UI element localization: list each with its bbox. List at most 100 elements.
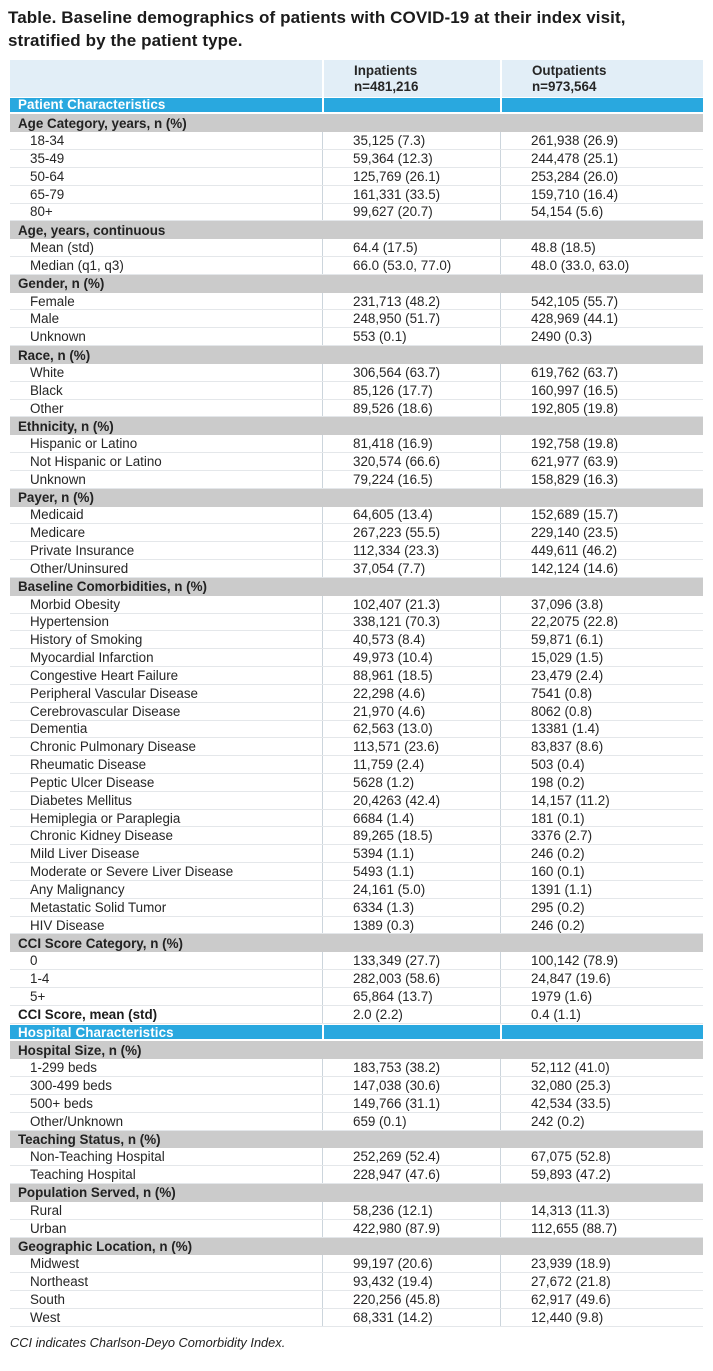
table-row: 300-499 beds 147,038 (30.6) 32,080 (25.3) xyxy=(10,1077,703,1095)
inpatients-value: 58,236 (12.1) xyxy=(322,1201,500,1219)
row-label: Other/Unknown xyxy=(30,1113,124,1129)
subsection-header-row: Teaching Status, n (%) xyxy=(10,1130,703,1149)
table-row: Diabetes Mellitus 20,4263 (42.4) 14,157 (1… xyxy=(10,791,703,810)
inpatients-value: 24,161 (5.0) xyxy=(322,880,500,898)
section-header-row: Patient Characteristics xyxy=(10,96,703,115)
table-row: Female 231,713 (48.2) 542,105 (55.7) xyxy=(10,292,703,311)
column-header-outpatients: Outpatients n=973,564 xyxy=(500,59,703,97)
subsection-header-row: Geographic Location, n (%) xyxy=(10,1237,703,1256)
outpatients-value: 295 (0.2) xyxy=(500,898,703,916)
table-row: 500+ beds 149,766 (31.1) 42,534 (33.5) xyxy=(10,1094,703,1113)
row-label: Hospital Characteristics xyxy=(18,1024,174,1040)
row-label: 1-4 xyxy=(30,971,50,987)
inpatients-value: 422,980 (87.9) xyxy=(322,1219,500,1237)
row-label: Baseline Comorbidities, n (%) xyxy=(18,579,207,595)
table-row: Dementia 62,563 (13.0) 13381 (1.4) xyxy=(10,720,703,739)
inpatients-value: 228,947 (47.6) xyxy=(322,1166,500,1184)
section-header-row: Hospital Characteristics xyxy=(10,1023,703,1042)
subsection-header-row: Ethnicity, n (%) xyxy=(10,417,703,436)
outpatients-value: 192,758 (19.8) xyxy=(500,435,703,453)
inpatients-n: n=481,216 xyxy=(354,78,419,94)
inpatients-value: 99,197 (20.6) xyxy=(322,1255,500,1273)
row-label: Population Served, n (%) xyxy=(18,1185,176,1201)
inpatients-value: 102,407 (21.3) xyxy=(322,595,500,613)
outpatients-value: 253,284 (26.0) xyxy=(500,167,703,185)
subsection-header-row: Race, n (%) xyxy=(10,346,703,364)
inpatients-value: 89,265 (18.5) xyxy=(322,827,500,845)
outpatients-label: Outpatients xyxy=(532,62,607,78)
row-label: Not Hispanic or Latino xyxy=(30,454,162,469)
row-label: Diabetes Mellitus xyxy=(30,792,132,808)
row-label: Age, years, continuous xyxy=(18,222,166,238)
row-label: Non-Teaching Hospital xyxy=(30,1149,165,1165)
inpatients-value: 40,573 (8.4) xyxy=(322,631,500,649)
row-label: Private Insurance xyxy=(30,543,135,559)
row-label: 300-499 beds xyxy=(30,1077,112,1093)
inpatients-value: 2.0 (2.2) xyxy=(322,1005,500,1023)
table-row: Cerebrovascular Disease 21,970 (4.6) 8062 … xyxy=(10,702,703,721)
row-label: White xyxy=(30,364,65,380)
outpatients-value: 160,997 (16.5) xyxy=(500,381,703,399)
table-row: Chronic Kidney Disease 89,265 (18.5) 3376 … xyxy=(10,827,703,846)
column-header-row: Inpatients n=481,216 Outpatients n=973,5… xyxy=(10,59,703,97)
table-row: Mild Liver Disease 5394 (1.1) 246 (0.2) xyxy=(10,845,703,864)
subsection-header-row: CCI Score Category, n (%) xyxy=(10,934,703,953)
outpatients-value: 42,534 (33.5) xyxy=(500,1094,703,1112)
inpatients-value: 267,223 (55.5) xyxy=(322,524,500,542)
inpatients-value: 21,970 (4.6) xyxy=(322,702,500,720)
inpatients-value: 6684 (1.4) xyxy=(322,809,500,827)
row-label: 50-64 xyxy=(30,168,65,184)
inpatients-value: 133,349 (27.7) xyxy=(322,952,500,970)
row-label: 80+ xyxy=(30,204,53,220)
row-label: South xyxy=(30,1291,65,1307)
outpatients-value: 37,096 (3.8) xyxy=(500,595,703,613)
inpatients-value: 248,950 (51.7) xyxy=(322,310,500,328)
row-label: Peptic Ulcer Disease xyxy=(30,774,155,790)
row-label: Male xyxy=(30,311,60,327)
inpatients-value: 659 (0.1) xyxy=(322,1112,500,1130)
inpatients-value: 306,564 (63.7) xyxy=(322,363,500,381)
subsection-header-row: Gender, n (%) xyxy=(10,274,703,293)
row-label: Hispanic or Latino xyxy=(30,436,138,452)
outpatients-value: 198 (0.2) xyxy=(500,774,703,791)
table-row: 80+ 99,627 (20.7) 54,154 (5.6) xyxy=(10,203,703,222)
row-label: 65-79 xyxy=(30,186,65,202)
column-header-inpatients: Inpatients n=481,216 xyxy=(322,59,500,97)
outpatients-value: 0.4 (1.1) xyxy=(500,1005,703,1023)
inpatients-value: 81,418 (16.9) xyxy=(322,435,500,453)
outpatients-n: n=973,564 xyxy=(532,78,597,94)
row-label: CCI Score, mean (std) xyxy=(18,1006,158,1022)
row-label: Payer, n (%) xyxy=(18,490,94,506)
outpatients-value: 112,655 (88.7) xyxy=(500,1219,703,1237)
subsection-header-row: Population Served, n (%) xyxy=(10,1184,703,1202)
table-row: Other/Uninsured 37,054 (7.7) 142,124 (14.6… xyxy=(10,560,703,578)
table-row: Medicare 267,223 (55.5) 229,140 (23.5) xyxy=(10,524,703,543)
row-label: 5+ xyxy=(30,988,46,1004)
table-footnote: CCI indicates Charlson-Deyo Comorbidity … xyxy=(10,1334,286,1350)
row-label: Dementia xyxy=(30,721,88,737)
table-row: Unknown 553 (0.1) 2490 (0.3) xyxy=(10,328,703,347)
table-row: 65-79 161,331 (33.5) 159,710 (16.4) xyxy=(10,185,703,204)
table-row: 1-299 beds 183,753 (38.2) 52,112 (41.0) xyxy=(10,1059,703,1078)
demographics-table: Inpatients n=481,216 Outpatients n=973,5… xyxy=(10,59,703,1327)
outpatients-value: 428,969 (44.1) xyxy=(500,310,703,328)
inpatients-value: 220,256 (45.8) xyxy=(322,1291,500,1308)
row-label: Black xyxy=(30,382,63,398)
outpatients-value: 152,689 (15.7) xyxy=(500,506,703,524)
row-label: Gender, n (%) xyxy=(18,276,105,292)
table-row: Male 248,950 (51.7) 428,969 (44.1) xyxy=(10,310,703,329)
table-row: Midwest 99,197 (20.6) 23,939 (18.9) xyxy=(10,1255,703,1274)
row-label: Age Category, years, n (%) xyxy=(18,115,187,131)
inpatients-value: 5493 (1.1) xyxy=(322,863,500,880)
inpatients-value: 79,224 (16.5) xyxy=(322,470,500,488)
subsection-header-row: Baseline Comorbidities, n (%) xyxy=(10,577,703,596)
inpatients-value: 161,331 (33.5) xyxy=(322,185,500,203)
outpatients-value: 48.8 (18.5) xyxy=(500,239,703,256)
inpatients-value xyxy=(322,1024,500,1040)
outpatients-value: 1391 (1.1) xyxy=(500,880,703,898)
outpatients-value: 7541 (0.8) xyxy=(500,684,703,702)
row-label: Unknown xyxy=(30,329,86,345)
outpatients-value: 12,440 (9.8) xyxy=(500,1308,703,1326)
row-label: Rural xyxy=(30,1202,62,1218)
